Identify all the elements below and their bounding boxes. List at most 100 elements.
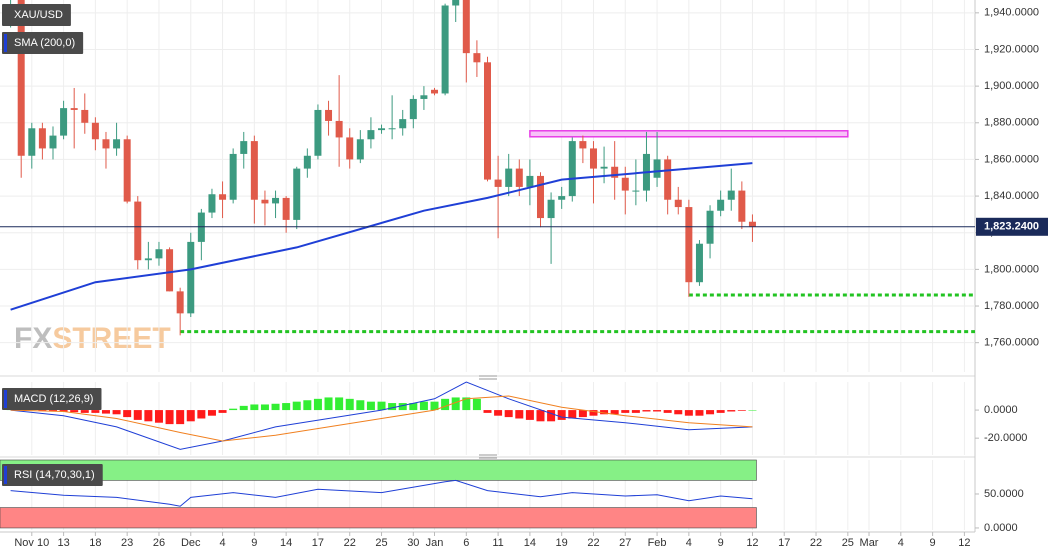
histogram-bar	[303, 400, 312, 411]
histogram-bar	[695, 410, 704, 416]
y-tick-label: -20.0000	[984, 432, 1027, 444]
histogram-bar	[600, 410, 609, 415]
candle-body	[717, 199, 725, 211]
x-tick-label: 9	[930, 537, 936, 549]
y-tick-label: 0.0000	[984, 404, 1018, 416]
candle-body	[515, 168, 523, 187]
legend-bg	[2, 388, 102, 410]
candle-body	[250, 141, 258, 200]
histogram-bar	[568, 410, 577, 419]
histogram-bar	[197, 410, 206, 419]
candle-body	[335, 120, 343, 138]
histogram-bar	[706, 410, 715, 415]
y-tick-label: 1,880.0000	[984, 117, 1039, 129]
level-band	[529, 130, 849, 138]
x-tick-label: 12	[746, 537, 758, 549]
candle-body	[579, 141, 587, 149]
histogram-bar	[409, 403, 418, 411]
candle-body	[272, 197, 280, 204]
candle-body	[674, 199, 682, 208]
candle-body	[17, 0, 25, 156]
histogram-bar	[324, 397, 333, 411]
legend-label: RSI (14,70,30,1)	[14, 469, 95, 481]
last-price-box	[976, 217, 1048, 236]
histogram-bar	[536, 410, 545, 422]
histogram-bar	[578, 410, 587, 418]
legend-marker	[4, 34, 7, 52]
histogram-bar	[451, 397, 460, 411]
histogram-bar	[377, 401, 386, 411]
candle-body	[187, 241, 195, 314]
x-tick-label: Feb	[648, 537, 667, 549]
candle-body	[229, 153, 237, 200]
x-tick-label: 13	[57, 537, 69, 549]
x-tick-label: 14	[280, 537, 292, 549]
candle-body	[293, 168, 301, 220]
histogram-bar	[207, 410, 216, 416]
y-tick-label: 1,800.0000	[984, 263, 1039, 275]
histogram-bar	[154, 410, 163, 423]
y-tick-label: 1,920.0000	[984, 43, 1039, 55]
candle-body	[452, 0, 460, 6]
candle-body	[494, 179, 502, 187]
candle-body	[547, 199, 555, 219]
y-tick-label: 1,940.0000	[984, 7, 1039, 19]
x-tick-label: 14	[524, 537, 536, 549]
histogram-bar	[133, 410, 142, 420]
histogram-bar	[430, 401, 439, 411]
x-tick-label: 26	[153, 537, 165, 549]
histogram-bar	[642, 410, 651, 412]
legend-marker	[4, 390, 7, 408]
histogram-bar	[80, 410, 89, 413]
candle-body	[568, 141, 576, 197]
candle-body	[176, 291, 184, 314]
candle-body	[134, 201, 142, 261]
y-tick-label: 1,840.0000	[984, 190, 1039, 202]
candle-body	[484, 62, 491, 180]
histogram-bar	[589, 410, 598, 416]
histogram-bar	[345, 398, 354, 411]
resize-handle[interactable]	[479, 375, 497, 459]
x-tick-label: 22	[344, 537, 356, 549]
x-tick-label: 25	[375, 537, 387, 549]
candle-body	[38, 128, 46, 149]
x-tick-label: 4	[219, 537, 225, 549]
candle-body	[738, 190, 746, 222]
y-tick-label: 1,860.0000	[984, 153, 1039, 165]
histogram-bar	[547, 410, 556, 422]
histogram-bar	[239, 405, 248, 411]
watermark: FXSTREET	[14, 322, 171, 355]
legend-label: SMA (200,0)	[14, 37, 75, 49]
histogram-bar	[727, 410, 736, 412]
x-tick-label: 11	[492, 537, 503, 549]
candle-body	[462, 0, 470, 54]
candle-body	[303, 155, 311, 169]
histogram-bar	[176, 410, 185, 425]
x-tick-label: Mar	[860, 537, 879, 549]
histogram-bar	[366, 401, 375, 411]
histogram-bar	[144, 410, 153, 422]
histogram-bar	[335, 397, 344, 411]
histogram-bar	[504, 410, 513, 418]
candle-body	[208, 194, 216, 213]
x-tick-label: 17	[312, 537, 324, 549]
histogram-bar	[515, 410, 524, 419]
x-tick-label: 23	[121, 537, 133, 549]
candle-body	[536, 175, 544, 219]
histogram-bar	[229, 408, 238, 411]
candle-body	[600, 166, 608, 169]
y-tick-label: 50.0000	[984, 488, 1024, 500]
histogram-bar	[165, 410, 174, 425]
candle-body	[388, 128, 396, 130]
candle-body	[144, 258, 152, 261]
candle-body	[113, 139, 121, 149]
candle-body	[367, 130, 375, 140]
histogram-bar	[653, 410, 662, 412]
histogram-bar	[610, 410, 619, 415]
histogram-bar	[123, 410, 132, 418]
candle-body	[240, 141, 248, 154]
histogram-bar	[419, 401, 428, 411]
candle-body	[526, 175, 534, 187]
legend-label: MACD (12,26,9)	[14, 393, 93, 405]
